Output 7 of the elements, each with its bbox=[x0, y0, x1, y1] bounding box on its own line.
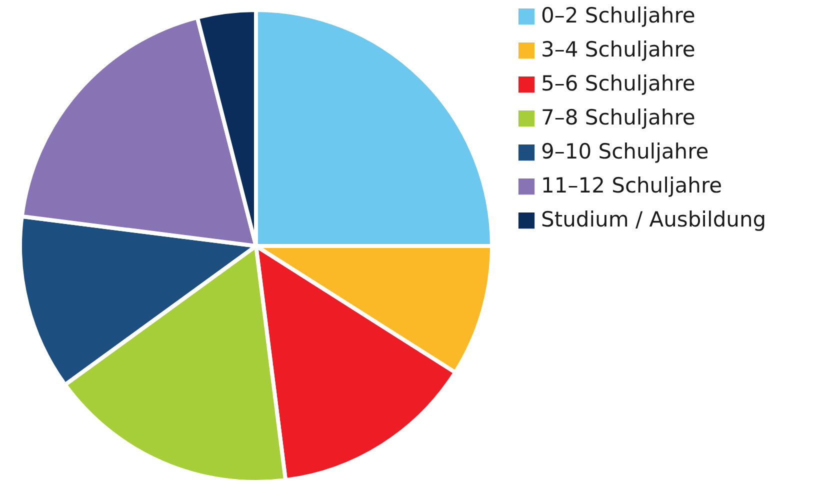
legend-label: 11–12 Schuljahre bbox=[541, 174, 722, 198]
legend-label: 3–4 Schuljahre bbox=[541, 38, 696, 62]
legend-label: 0–2 Schuljahre bbox=[541, 4, 696, 28]
legend-label: Studium / Ausbildung bbox=[541, 208, 766, 232]
legend-label: 5–6 Schuljahre bbox=[541, 72, 696, 96]
legend-label: 7–8 Schuljahre bbox=[541, 106, 696, 130]
legend-label: 9–10 Schuljahre bbox=[541, 140, 709, 164]
